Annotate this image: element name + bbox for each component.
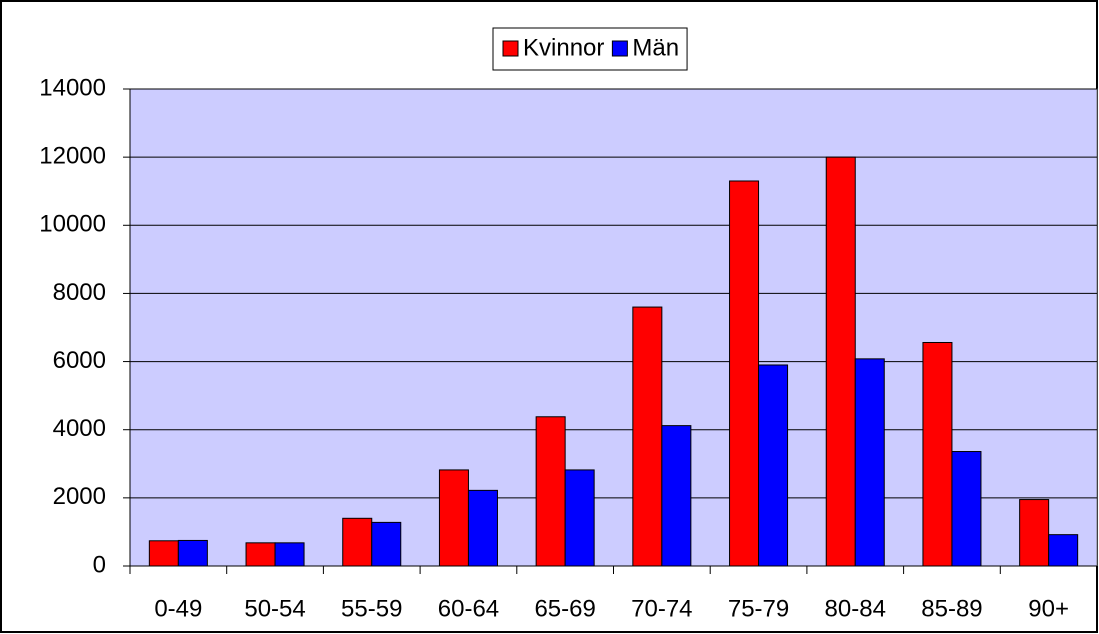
- bar: [467, 489, 498, 567]
- x-tick-label: 55-59: [341, 595, 402, 622]
- bar: [535, 416, 566, 567]
- bar: [274, 542, 305, 567]
- y-tick-label: 10000: [39, 211, 106, 238]
- y-tick-label: 8000: [53, 279, 106, 306]
- bar: [438, 469, 469, 567]
- bar: [1048, 534, 1079, 567]
- y-tick-label: 4000: [53, 415, 106, 442]
- bar: [661, 425, 692, 567]
- y-tick-label: 2000: [53, 483, 106, 510]
- legend-swatch: [502, 40, 519, 57]
- bar: [825, 156, 856, 567]
- legend-box: [492, 27, 688, 71]
- bar: [371, 521, 402, 567]
- x-tick-label: 70-74: [631, 595, 692, 622]
- bar: [148, 540, 179, 567]
- bar: [564, 469, 595, 567]
- legend-label: Män: [632, 34, 679, 61]
- bar: [854, 358, 885, 567]
- bar: [245, 542, 276, 567]
- bar: [729, 180, 760, 567]
- legend-swatch: [611, 40, 628, 57]
- x-tick-label: 75-79: [728, 595, 789, 622]
- x-tick-label: 85-89: [921, 595, 982, 622]
- y-tick-label: 14000: [39, 74, 106, 101]
- legend-label: Kvinnor: [523, 34, 604, 61]
- x-tick-label: 60-64: [438, 595, 499, 622]
- x-tick-label: 90+: [1028, 595, 1069, 622]
- x-tick-label: 80-84: [825, 595, 886, 622]
- bar: [951, 451, 982, 567]
- y-tick-label: 0: [93, 551, 106, 578]
- x-tick-label: 65-69: [534, 595, 595, 622]
- bar: [632, 306, 663, 567]
- x-tick-label: 50-54: [244, 595, 305, 622]
- x-tick-label: 0-49: [154, 595, 202, 622]
- bar: [758, 364, 789, 567]
- bar: [342, 517, 373, 567]
- bar: [922, 341, 953, 567]
- bar: [177, 539, 208, 567]
- y-tick-label: 6000: [53, 347, 106, 374]
- bar: [1019, 499, 1050, 567]
- y-tick-label: 12000: [39, 142, 106, 169]
